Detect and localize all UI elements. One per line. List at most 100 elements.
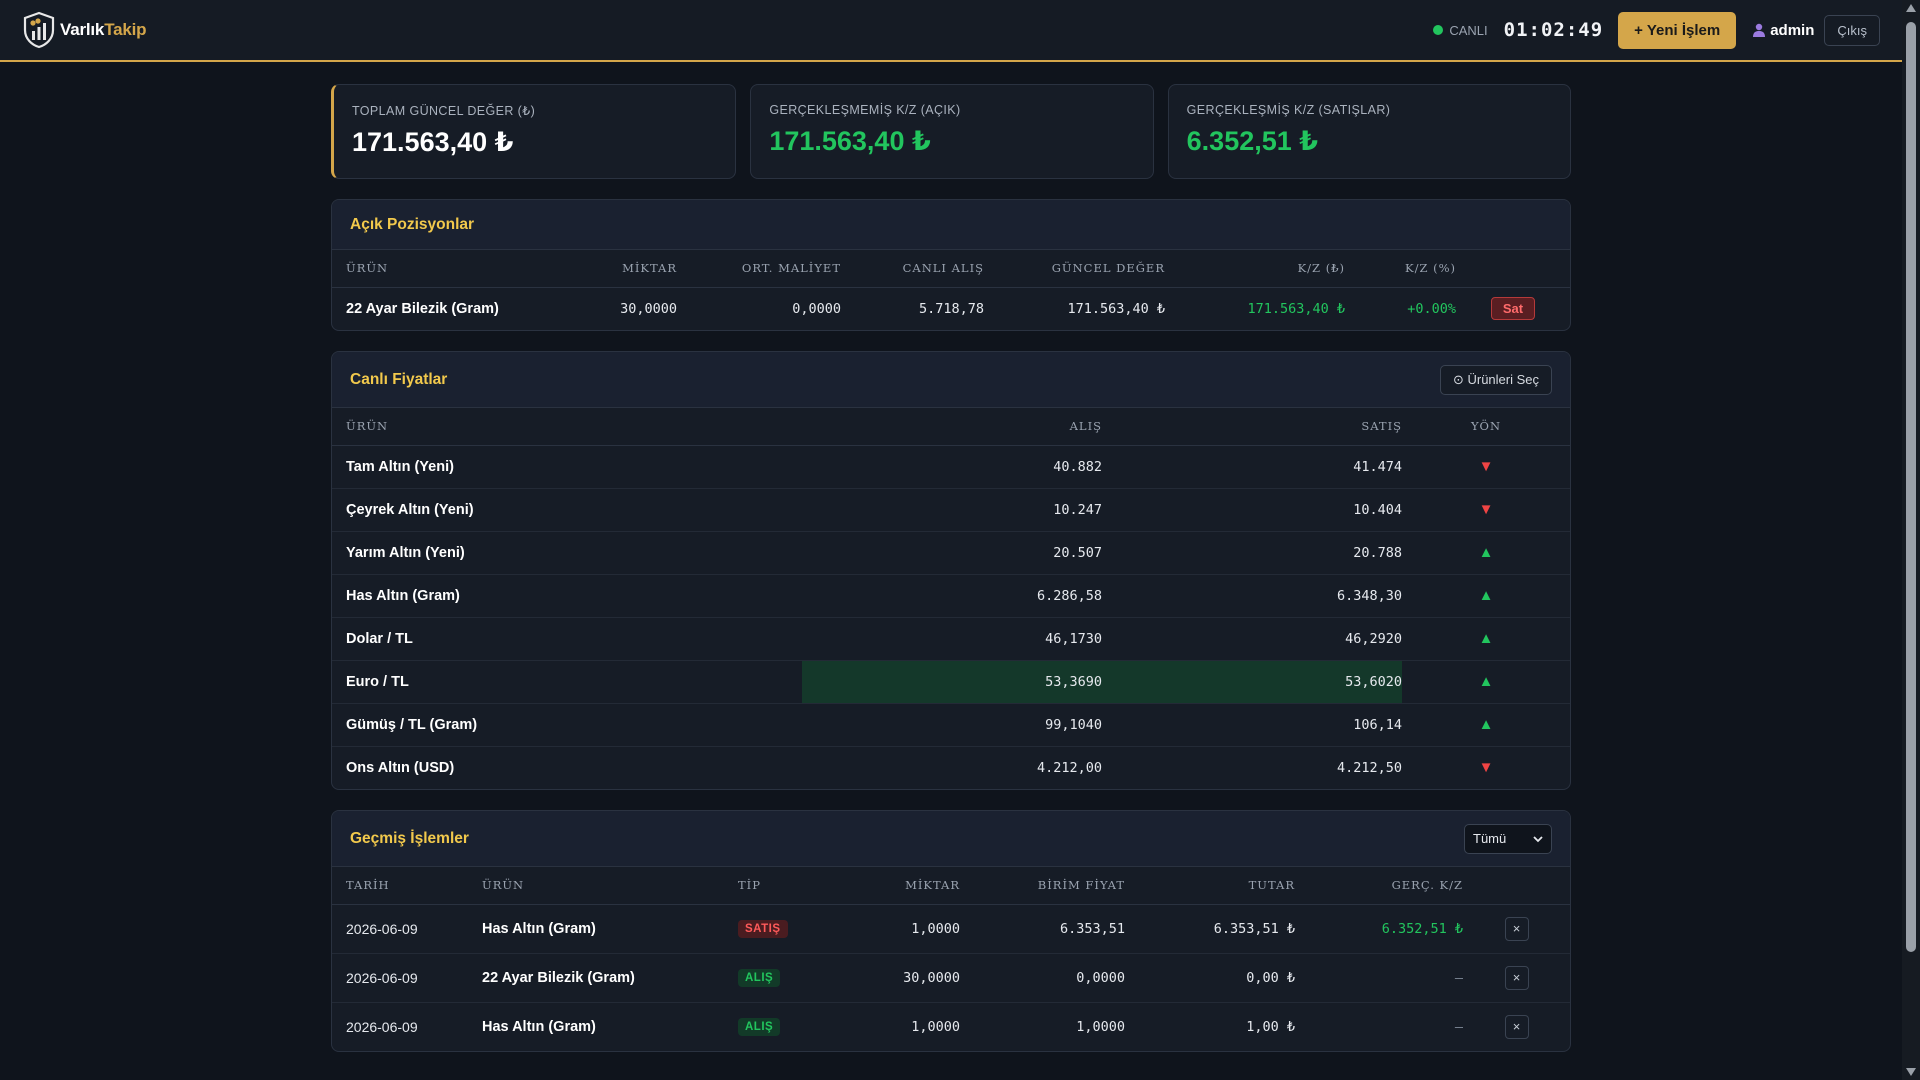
product-name: Euro / TL	[332, 660, 802, 704]
trend-down-icon: ▼	[1402, 445, 1570, 489]
panel-title: Açık Pozisyonlar	[350, 215, 475, 233]
total-value-card: TOPLAM GÜNCEL DEĞER (₺) 171.563,40 ₺	[331, 84, 737, 179]
column-header: CANLI ALIŞ	[841, 250, 984, 288]
sell-price: 106,14	[1102, 703, 1402, 747]
product-name: Has Altın (Gram)	[482, 1018, 596, 1035]
profit-loss: 171.563,40 ₺	[1247, 300, 1345, 317]
transaction-date: 2026-06-09	[332, 904, 482, 954]
history-table: TARİH ÜRÜN TİP MİKTAR BİRİM FİYAT TUTAR …	[332, 867, 1570, 1051]
column-header: BİRİM FİYAT	[960, 867, 1125, 905]
product-name: Çeyrek Altın (Yeni)	[332, 488, 802, 532]
select-products-button[interactable]: ⊙ Ürünleri Seç	[1439, 364, 1552, 395]
realized-pl: —	[1454, 1018, 1463, 1035]
top-navbar: VarlıkTakip CANLI 01:02:49 + Yeni İşlem …	[0, 0, 1902, 62]
realized-pl-card: GERÇEKLEŞMİŞ K/Z (SATIŞLAR) 6.352,51 ₺	[1167, 84, 1571, 179]
scroll-thumb[interactable]	[1906, 22, 1916, 952]
table-row: Çeyrek Altın (Yeni) 10.247 10.404 ▼	[332, 488, 1570, 532]
trend-up-icon: ▲	[1402, 660, 1570, 704]
column-header: ÜRÜN	[332, 250, 517, 288]
sell-price: 53,6020	[1102, 660, 1402, 704]
column-header: GERÇ. K/Z	[1295, 867, 1463, 905]
table-row: Has Altın (Gram) 6.286,58 6.348,30 ▲	[332, 574, 1570, 618]
summary-cards: TOPLAM GÜNCEL DEĞER (₺) 171.563,40 ₺ GER…	[331, 84, 1571, 179]
stat-value: 6.352,51 ₺	[1186, 126, 1319, 156]
buy-price: 40.882	[802, 445, 1102, 489]
live-buy-price: 5.718,78	[918, 300, 984, 317]
column-header: K/Z (₺)	[1165, 250, 1345, 288]
total-amount: 0,00 ₺	[1125, 953, 1295, 1003]
filter-selected-value: Tümü	[1473, 831, 1507, 846]
brand-name: VarlıkTakip	[60, 20, 147, 39]
trend-up-icon: ▲	[1402, 531, 1570, 575]
transaction-history-panel: Geçmiş İşlemler Tümü TARİH ÜRÜN TİP MİKT…	[331, 810, 1571, 1052]
stat-value: 171.563,40 ₺	[352, 127, 514, 157]
panel-header: Geçmiş İşlemler Tümü	[332, 811, 1570, 867]
column-header: TARİH	[332, 867, 482, 905]
buy-price: 99,1040	[802, 703, 1102, 747]
column-header: GÜNCEL DEĞER	[984, 250, 1165, 288]
product-name: 22 Ayar Bilezik (Gram)	[346, 300, 499, 317]
column-header: TUTAR	[1125, 867, 1295, 905]
shield-chart-icon	[23, 11, 55, 49]
product-name: Dolar / TL	[332, 617, 802, 661]
scroll-up-arrow-icon[interactable]	[1906, 4, 1916, 12]
buy-price: 10.247	[802, 488, 1102, 532]
type-badge-buy: ALIŞ	[738, 969, 781, 987]
buy-price: 20.507	[802, 531, 1102, 575]
column-header: ÜRÜN	[332, 408, 802, 446]
buy-price: 6.286,58	[802, 574, 1102, 618]
panel-title: Geçmiş İşlemler	[350, 829, 469, 847]
panel-title: Canlı Fiyatlar	[350, 370, 448, 388]
product-name: Gümüş / TL (Gram)	[332, 703, 802, 747]
column-header: ALIŞ	[802, 408, 1102, 446]
buy-price: 53,3690	[802, 660, 1102, 704]
user-menu[interactable]: admin	[1752, 22, 1814, 39]
column-header: YÖN	[1402, 408, 1570, 446]
logout-button[interactable]: Çıkış	[1824, 14, 1880, 46]
scroll-down-arrow-icon[interactable]	[1906, 1068, 1916, 1076]
realized-pl: 6.352,51 ₺	[1295, 904, 1463, 954]
transaction-date: 2026-06-09	[332, 953, 482, 1003]
delete-transaction-button[interactable]: ×	[1504, 1014, 1529, 1039]
product-name: Yarım Altın (Yeni)	[332, 531, 802, 575]
profit-loss-percent: +0.00%	[1407, 300, 1456, 317]
unrealized-pl-card: GERÇEKLEŞMEMİŞ K/Z (AÇIK) 171.563,40 ₺	[750, 84, 1154, 179]
sell-price: 4.212,50	[1336, 759, 1402, 776]
new-transaction-button[interactable]: + Yeni İşlem	[1618, 11, 1737, 49]
sell-price: 41.474	[1102, 445, 1402, 489]
brand-logo[interactable]: VarlıkTakip	[22, 11, 147, 49]
sell-price: 10.404	[1102, 488, 1402, 532]
column-header: MİKTAR	[828, 867, 960, 905]
table-row: 2026-06-09 Has Altın (Gram) SATIŞ 1,0000…	[332, 904, 1570, 954]
transaction-date: 2026-06-09	[346, 1018, 418, 1035]
column-header: ORT. MALİYET	[677, 250, 841, 288]
main-content: TOPLAM GÜNCEL DEĞER (₺) 171.563,40 ₺ GER…	[331, 84, 1571, 1052]
delete-transaction-button[interactable]: ×	[1504, 916, 1529, 941]
chevron-down-icon	[1533, 835, 1543, 842]
trend-up-icon: ▲	[1402, 703, 1570, 747]
sell-button[interactable]: Sat	[1490, 297, 1536, 321]
quantity: 1,0000	[911, 1018, 960, 1035]
trend-down-icon: ▼	[1478, 759, 1494, 777]
quantity: 30,0000	[828, 953, 960, 1003]
page-scrollbar[interactable]	[1902, 0, 1920, 1080]
product-name: 22 Ayar Bilezik (Gram)	[482, 953, 738, 1003]
sell-price: 20.788	[1102, 531, 1402, 575]
live-prices-table: ÜRÜN ALIŞ SATIŞ YÖN Tam Altın (Yeni) 40.…	[332, 408, 1570, 789]
column-header: ÜRÜN	[482, 867, 738, 905]
delete-transaction-button[interactable]: ×	[1504, 965, 1529, 990]
history-filter-select[interactable]: Tümü	[1464, 823, 1552, 854]
username: admin	[1770, 21, 1815, 39]
sell-price: 6.348,30	[1102, 574, 1402, 618]
column-header: MİKTAR	[517, 250, 677, 288]
clock: 01:02:49	[1503, 19, 1604, 41]
live-label: CANLI	[1449, 22, 1488, 38]
column-header-actions	[1456, 250, 1570, 288]
quantity: 1,0000	[828, 904, 960, 954]
panel-header: Canlı Fiyatlar ⊙ Ürünleri Seç	[332, 352, 1570, 408]
quantity: 30,0000	[620, 300, 677, 317]
product-name: Tam Altın (Yeni)	[332, 445, 802, 489]
realized-pl: —	[1295, 953, 1463, 1003]
average-cost: 0,0000	[792, 300, 841, 317]
trend-up-icon: ▲	[1402, 574, 1570, 618]
